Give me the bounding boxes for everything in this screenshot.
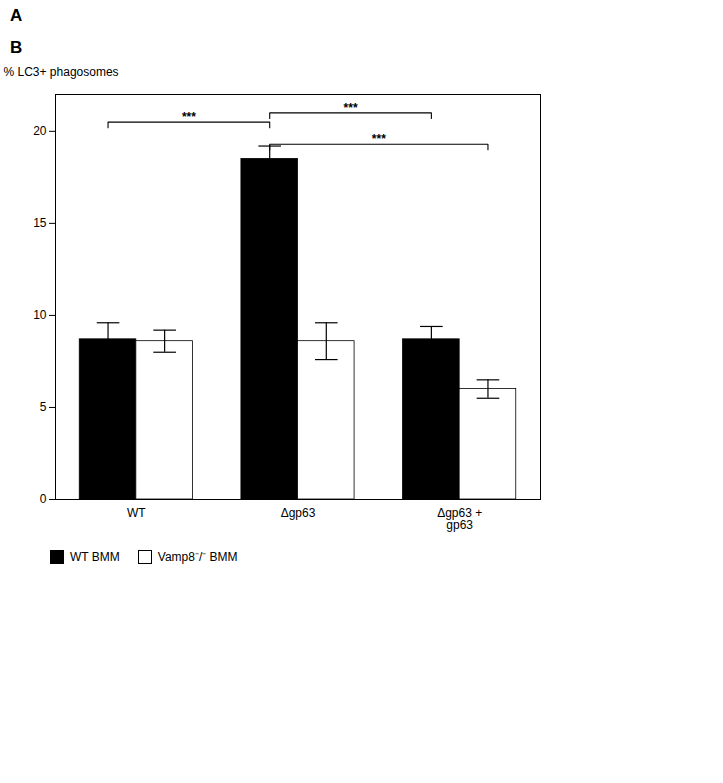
svg-text:20: 20 [33, 124, 47, 138]
svg-text:***: *** [182, 110, 196, 124]
html-text:A: A [10, 6, 23, 25]
svg-text:***: *** [372, 132, 386, 146]
svg-text:10: 10 [33, 308, 47, 322]
svg-text:***: *** [344, 101, 358, 115]
svg-text:% LC3+ phagosomes: % LC3+ phagosomes [4, 65, 119, 79]
svg-text:15: 15 [33, 216, 47, 230]
svg-text:Δgp63 +gp63: Δgp63 +gp63 [437, 506, 482, 532]
svg-text:Δgp63: Δgp63 [281, 506, 316, 520]
svg-text:5: 5 [40, 400, 47, 414]
html-text:WT BMM: WT BMM [70, 549, 120, 564]
html-text:B: B [10, 38, 23, 57]
html-text:Vamp8⁻/⁻ BMM: Vamp8⁻/⁻ BMM [157, 550, 238, 564]
svg-text:WT: WT [127, 506, 146, 520]
svg-text:0: 0 [40, 492, 47, 506]
